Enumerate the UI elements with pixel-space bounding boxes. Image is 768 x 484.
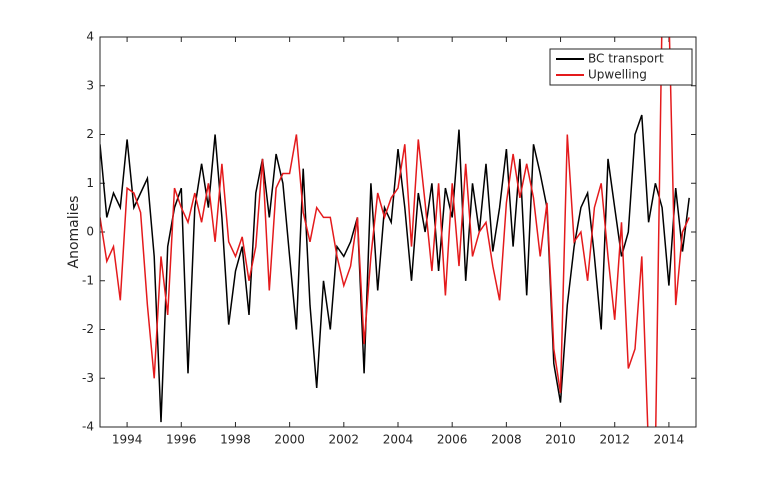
legend-label: Upwelling (588, 68, 647, 82)
series-line (100, 37, 690, 427)
x-tick-label: 2006 (437, 433, 468, 447)
y-tick-label: 3 (86, 78, 94, 92)
y-tick-label: 4 (86, 30, 94, 44)
x-tick-label: 1998 (220, 433, 251, 447)
x-tick-label: 2008 (491, 433, 522, 447)
y-tick-label: 2 (86, 127, 94, 141)
y-tick-label: -4 (82, 420, 94, 434)
x-tick-label: 2012 (599, 433, 630, 447)
x-tick-label: 1996 (166, 433, 197, 447)
x-tick-label: 2002 (329, 433, 360, 447)
y-tick-label: 1 (86, 176, 94, 190)
x-tick-label: 2004 (383, 433, 414, 447)
legend-label: BC transport (588, 52, 664, 66)
y-tick-label: -2 (82, 322, 94, 336)
x-tick-label: 2010 (545, 433, 576, 447)
y-axis-label: Anomalies (66, 196, 82, 269)
plot-area (100, 37, 696, 427)
x-tick-label: 2000 (274, 433, 305, 447)
y-tick-label: 0 (86, 225, 94, 239)
y-tick-label: -3 (82, 371, 94, 385)
y-tick-label: -1 (82, 273, 94, 287)
x-tick-label: 2014 (654, 433, 685, 447)
axes-box (99, 36, 697, 428)
x-tick-label: 1994 (112, 433, 143, 447)
series-line (100, 114, 690, 423)
plot-lines (100, 37, 690, 427)
legend-box (549, 48, 693, 86)
